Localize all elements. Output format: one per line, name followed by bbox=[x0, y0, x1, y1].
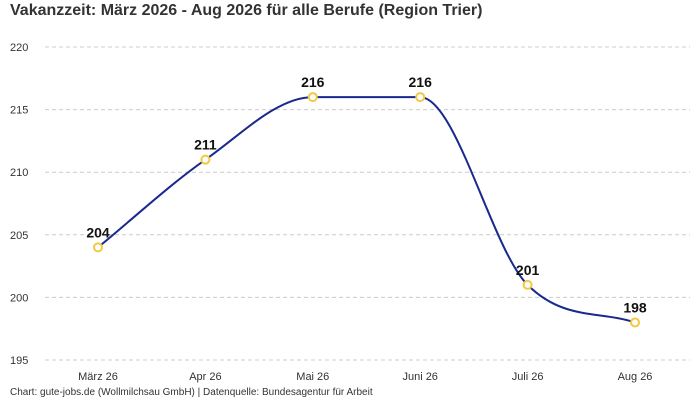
data-labels: 204 211 216 216 201 198 bbox=[86, 74, 647, 315]
data-points bbox=[93, 92, 640, 328]
data-label: 204 bbox=[86, 224, 110, 240]
chart-footer: Chart: gute-jobs.de (Wollmilchsau GmbH) … bbox=[10, 387, 373, 398]
y-tick-label: 205 bbox=[10, 230, 28, 242]
grid-lines bbox=[45, 46, 690, 361]
data-point bbox=[93, 242, 103, 253]
x-tick-label: März 26 bbox=[78, 371, 118, 383]
y-tick-label: 200 bbox=[10, 292, 28, 304]
x-tick-label: Aug 26 bbox=[618, 371, 653, 383]
data-label: 201 bbox=[516, 262, 540, 278]
chart-title: Vakanzzeit: März 2026 - Aug 2026 für all… bbox=[10, 2, 483, 19]
series-line-layer bbox=[97, 96, 636, 324]
y-tick-label: 210 bbox=[10, 167, 28, 179]
data-label: 216 bbox=[301, 74, 325, 90]
x-tick-label: Mai 26 bbox=[296, 371, 329, 383]
data-label: 198 bbox=[623, 299, 647, 315]
data-label: 216 bbox=[409, 74, 433, 90]
data-label: 211 bbox=[194, 137, 217, 153]
series-line bbox=[97, 96, 636, 324]
x-tick-label: Juni 26 bbox=[402, 371, 437, 383]
data-point bbox=[415, 92, 426, 103]
y-axis-tick-labels: 195 200 205 210 215 220 bbox=[10, 42, 28, 367]
data-point bbox=[200, 154, 211, 165]
x-tick-label: Apr 26 bbox=[189, 371, 221, 383]
y-tick-label: 220 bbox=[10, 42, 28, 54]
x-axis-tick-labels: März 26 Apr 26 Mai 26 Juni 26 Juli 26 Aug 26 bbox=[78, 371, 652, 383]
data-point bbox=[522, 279, 533, 290]
data-point bbox=[630, 317, 640, 328]
y-tick-label: 215 bbox=[10, 105, 28, 117]
x-tick-label: Juli 26 bbox=[512, 371, 544, 383]
y-tick-label: 195 bbox=[10, 355, 28, 367]
data-point bbox=[307, 92, 318, 103]
